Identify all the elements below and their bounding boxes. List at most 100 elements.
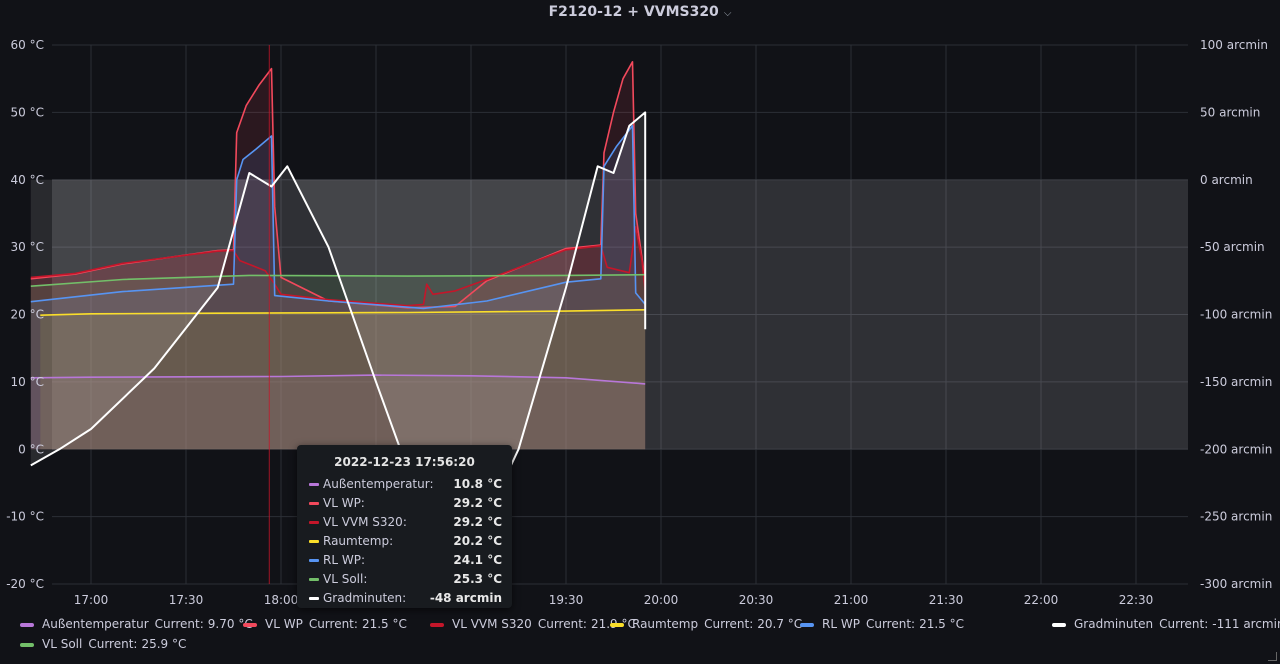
series-fill-vl-wp [30, 61, 646, 450]
chevron-down-icon[interactable]: ⌵ [723, 8, 732, 19]
legend-swatch [610, 622, 624, 627]
tooltip-series-value: 25.3 °C [453, 572, 502, 586]
y-right-tick-label: -200 arcmin [1200, 442, 1272, 456]
legend-item[interactable]: RL WP Current: 21.5 °C [800, 614, 964, 634]
time-series-chart[interactable]: 60 °C 50 °C 40 °C 30 °C 20 °C 10 °C 0 °C -10 °C… [0, 0, 1280, 610]
y-left-tick-label: 20 °C [11, 308, 44, 322]
series-line-rl-wp [30, 125, 646, 310]
legend-current-value: 20.7 °C [757, 617, 803, 631]
tooltip-swatch [309, 521, 319, 524]
legend-current-label: Current: [865, 617, 916, 631]
y-right-tick-label: 0 arcmin [1200, 173, 1253, 187]
x-tick-label: 22:00 [1024, 593, 1059, 607]
legend-series-name: VL Soll [42, 637, 83, 651]
tooltip-row: VL WP: 29.2 °C [297, 494, 512, 513]
series-line-raumtemp [40, 309, 646, 316]
legend-swatch [1052, 622, 1066, 627]
x-axis: 17:0017:3018:0018:3019:0019:3020:0020:30… [74, 593, 1154, 607]
x-tick-label: 19:30 [549, 593, 584, 607]
legend-series-name: RL WP [822, 617, 860, 631]
x-tick-label: 17:30 [169, 593, 204, 607]
tooltip-time: 2022-12-23 17:56:20 [334, 455, 475, 469]
tooltip-swatch [309, 483, 319, 486]
y-left-tick-label: -10 °C [6, 510, 44, 524]
legend-current-value: 21.5 °C [919, 617, 964, 631]
series-fills [30, 61, 646, 531]
legend-row: Außentemperatur Current: 9.70 °C VL WP Curre… [20, 614, 1280, 634]
tooltip-swatch [309, 578, 319, 581]
tooltip-series-name: VL VVM S320: [323, 515, 407, 529]
y-axis-right: 100 arcmin 50 arcmin 0 arcmin -50 arcmin -10… [1200, 38, 1272, 591]
panel-title-text: F2120-12 + VVMS320 [548, 4, 719, 20]
tooltip-swatch [309, 559, 319, 562]
panel-title[interactable]: F2120-12 + VVMS320 ⌵ [0, 4, 1280, 20]
y-left-tick-label: 60 °C [11, 38, 44, 52]
tooltip-series-value: 29.2 °C [453, 515, 502, 529]
legend-current-label: Current: [308, 617, 358, 631]
hover-tooltip: 2022-12-23 17:56:20 Außentemperatur: 10.8… [297, 445, 512, 608]
legend-item[interactable]: VL Soll Current: 25.9 °C [20, 634, 186, 654]
legend-current-label: Current: [154, 617, 204, 631]
legend-item[interactable]: VL VVM S320 Current: 21.9 °C [430, 614, 636, 634]
legend-item[interactable]: VL WP Current: 21.5 °C [243, 614, 407, 634]
y-left-tick-label: 40 °C [11, 173, 44, 187]
legend-series-name: VL WP [265, 617, 303, 631]
tooltip-rows: Außentemperatur: 10.8 °C VL WP: 29.2 °C VL V… [297, 475, 512, 608]
tooltip-series-name: Außentemperatur: [323, 477, 434, 491]
tooltip-series-name: Raumtemp: [323, 534, 394, 548]
y-right-tick-label: -100 arcmin [1200, 308, 1272, 322]
legend-item[interactable]: Außentemperatur Current: 9.70 °C [20, 614, 253, 634]
legend-swatch [430, 622, 444, 627]
tooltip-row: VL VVM S320: 29.2 °C [297, 513, 512, 532]
series-line-au-entemperatur [30, 374, 646, 385]
x-tick-label: 20:00 [644, 593, 679, 607]
series-line-vl-soll [30, 273, 646, 287]
y-right-tick-label: 100 arcmin [1200, 38, 1268, 52]
tooltip-row: VL Soll: 25.3 °C [297, 570, 512, 589]
resize-handle[interactable] [1268, 652, 1277, 661]
y-left-tick-label: 0 °C [18, 442, 44, 456]
legend-current-value: -111 arcmin [1212, 617, 1280, 631]
x-tick-label: 20:30 [739, 593, 774, 607]
tooltip-row: Raumtemp: 20.2 °C [297, 532, 512, 551]
series-fill-raumtemp [40, 309, 646, 450]
legend-swatch [800, 622, 814, 627]
tooltip-series-name: VL WP: [323, 496, 365, 510]
y-right-tick-label: 50 arcmin [1200, 105, 1260, 119]
tooltip-series-value: -48 arcmin [429, 591, 502, 605]
series-line-vl-vvm-s320 [30, 226, 646, 307]
legend-current-label: Current: [88, 637, 138, 651]
legend-row: VL Soll Current: 25.9 °C [20, 634, 1270, 654]
tooltip-swatch [309, 597, 319, 600]
y-axis-left: 60 °C 50 °C 40 °C 30 °C 20 °C 10 °C 0 °C -10 °C… [6, 38, 44, 591]
series-fill-rl-wp [30, 125, 646, 450]
tooltip-swatch [309, 502, 319, 505]
tooltip-series-value: 20.2 °C [453, 534, 502, 548]
x-tick-label: 18:00 [264, 593, 299, 607]
tooltip-series-name: RL WP: [323, 553, 365, 567]
legend-swatch [243, 622, 257, 627]
legend-item[interactable]: Raumtemp Current: 20.7 °C [610, 614, 802, 634]
series-fill-vl-vvm-s320 [30, 226, 646, 450]
y-right-tick-label: -150 arcmin [1200, 375, 1272, 389]
y-right-tick-label: -300 arcmin [1200, 577, 1272, 591]
y-left-tick-label: -20 °C [6, 577, 44, 591]
legend-current-label: Current: [1159, 617, 1209, 631]
series-fill-gradminuten [30, 112, 646, 531]
legend-item[interactable]: Gradminuten Current: -111 arcmin [1052, 614, 1280, 634]
y-right-tick-label: -250 arcmin [1200, 510, 1272, 524]
x-tick-label: 21:00 [834, 593, 869, 607]
y-left-tick-label: 10 °C [11, 375, 44, 389]
tooltip-swatch [309, 540, 319, 543]
y-left-tick-label: 50 °C [11, 105, 44, 119]
legend-current-value: 21.5 °C [361, 617, 407, 631]
tooltip-series-name: Gradminuten: [323, 591, 407, 605]
threshold-band-rect [52, 179, 1188, 450]
series-fill-au-entemperatur [30, 375, 646, 450]
legend-swatch [20, 642, 34, 647]
tooltip-series-value: 29.2 °C [453, 496, 502, 510]
tooltip-series-value: 24.1 °C [453, 553, 502, 567]
legend-current-value: 9.70 °C [207, 617, 253, 631]
tooltip-row: Außentemperatur: 10.8 °C [297, 475, 512, 494]
